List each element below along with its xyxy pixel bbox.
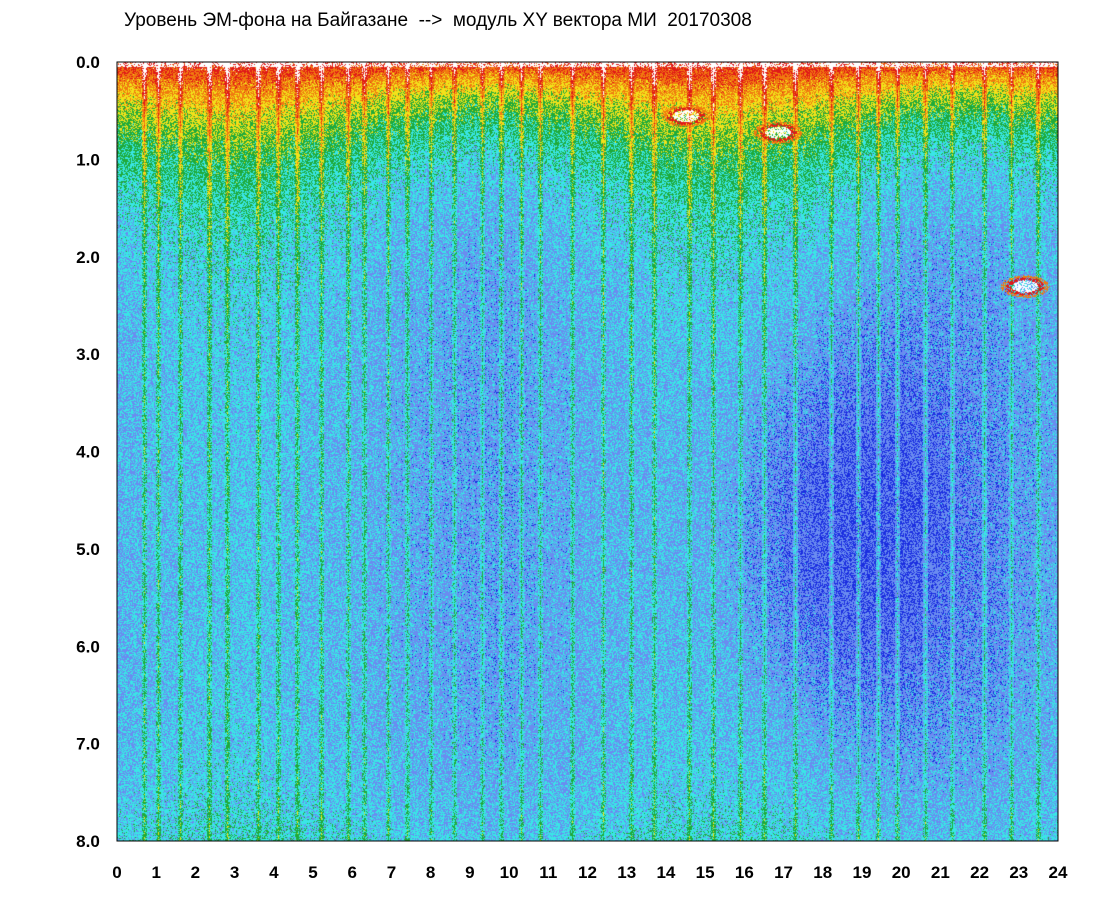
y-tick-label: 3.0 — [76, 345, 100, 364]
y-tick-label: 2.0 — [76, 248, 100, 267]
x-tick-label: 4 — [269, 863, 279, 882]
chart-title: Уровень ЭМ-фона на Байгазане --> модуль … — [124, 10, 752, 31]
x-tick-label: 3 — [230, 863, 239, 882]
heatmap-canvas — [117, 62, 1058, 841]
y-tick-label: 1.0 — [76, 150, 100, 169]
x-tick-label: 0 — [112, 863, 121, 882]
y-tick-label: 5.0 — [76, 540, 100, 559]
x-tick-label: 8 — [426, 863, 435, 882]
x-tick-label: 19 — [852, 863, 871, 882]
y-tick-label: 4.0 — [76, 443, 100, 462]
y-tick-label: 0.0 — [76, 53, 100, 72]
x-tick-label: 11 — [539, 863, 557, 882]
x-tick-label: 17 — [774, 863, 793, 882]
x-tick-label: 2 — [191, 863, 200, 882]
x-tick-label: 13 — [617, 863, 636, 882]
x-tick-label: 22 — [970, 863, 989, 882]
x-tick-label: 10 — [500, 863, 519, 882]
x-tick-label: 1 — [151, 863, 160, 882]
x-tick-label: 24 — [1049, 863, 1068, 882]
x-axis: 0 1 2 3 4 5 6 7 8 9 10 11 12 13 14 15 16 17 18 19 20 21 22 23 24 — [112, 863, 1068, 882]
x-tick-label: 23 — [1009, 863, 1028, 882]
x-tick-label: 14 — [656, 863, 675, 882]
x-tick-label: 6 — [348, 863, 357, 882]
heatmap-layer — [117, 62, 1058, 841]
x-tick-label: 15 — [696, 863, 715, 882]
y-axis: 0.0 1.0 2.0 3.0 4.0 5.0 6.0 7.0 8.0 — [76, 53, 100, 851]
x-tick-label: 9 — [465, 863, 474, 882]
plot-frame — [116, 61, 1059, 842]
x-tick-label: 12 — [578, 863, 597, 882]
x-tick-label: 21 — [931, 863, 950, 882]
x-tick-label: 18 — [813, 863, 832, 882]
x-tick-label: 20 — [892, 863, 911, 882]
x-tick-label: 7 — [387, 863, 396, 882]
y-tick-label: 6.0 — [76, 637, 100, 656]
x-tick-label: 16 — [735, 863, 754, 882]
x-tick-label: 5 — [308, 863, 317, 882]
y-tick-label: 8.0 — [76, 832, 100, 851]
y-tick-label: 7.0 — [76, 735, 100, 754]
